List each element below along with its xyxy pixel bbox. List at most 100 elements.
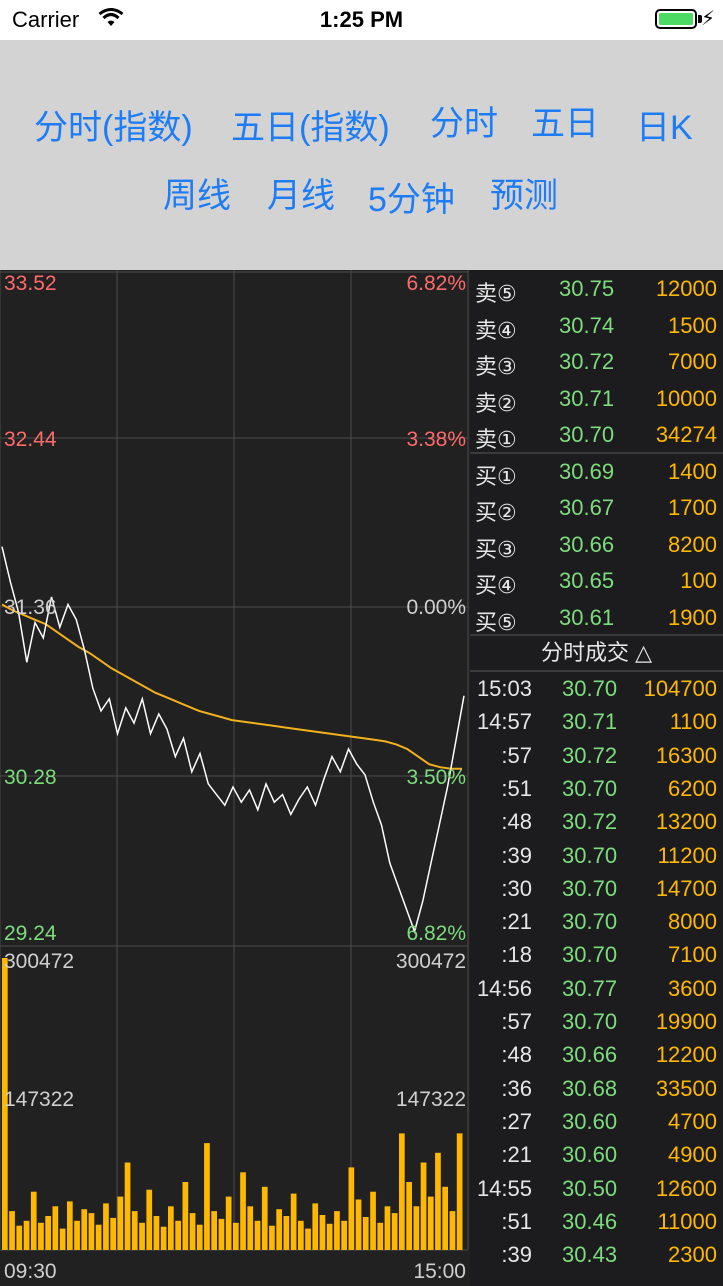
tab-timeshare-index[interactable]: 分时(指数) <box>34 109 193 147</box>
trade-price: 30.70 <box>562 875 618 901</box>
volume-bar <box>95 1224 102 1250</box>
trade-volume: 8000 <box>668 909 717 935</box>
trade-row[interactable]: :48 30.72 13200 <box>470 805 723 838</box>
volume-bar <box>153 1216 160 1250</box>
tab-timeshare[interactable]: 分时 <box>430 105 498 143</box>
buy-level-row[interactable]: 买④ 30.65 100 <box>470 564 723 600</box>
clock: 1:25 PM <box>319 7 404 32</box>
carrier-label: Carrier <box>12 7 80 32</box>
sell-level-row[interactable]: 卖⑤ 30.75 12000 <box>470 272 723 308</box>
trade-row[interactable]: :57 30.72 16300 <box>470 739 723 772</box>
trade-time: :30 <box>501 875 532 901</box>
trade-row[interactable]: :21 30.70 8000 <box>470 905 723 938</box>
trade-time: :48 <box>501 1042 532 1068</box>
volume-bar <box>45 1216 51 1250</box>
tab-five-day-index[interactable]: 五日(指数) <box>231 109 390 147</box>
trade-price: 30.71 <box>562 709 618 735</box>
buy-level-label: 买② <box>475 500 517 525</box>
volume-bar <box>9 1211 15 1250</box>
trade-price: 30.60 <box>562 1108 618 1134</box>
trade-row[interactable]: :39 30.43 2300 <box>470 1238 723 1271</box>
volume-bar <box>38 1222 44 1250</box>
volume-bar <box>103 1203 109 1250</box>
volume-bar <box>160 1226 167 1250</box>
trade-row[interactable]: 14:57 30.71 1100 <box>470 705 723 738</box>
volume-bar <box>254 1220 261 1250</box>
volume-bar <box>139 1222 145 1250</box>
buy-level-label: 买⑤ <box>475 609 517 635</box>
tab-monthly[interactable]: 月线 <box>267 177 335 215</box>
trade-row[interactable]: :51 30.46 11000 <box>470 1205 723 1238</box>
trade-row[interactable]: :30 30.70 14700 <box>470 872 723 905</box>
sell-level-price: 30.71 <box>559 385 615 411</box>
trade-row[interactable]: :18 30.70 7100 <box>470 938 723 971</box>
pct-label-lower: 3.50% <box>406 766 466 789</box>
trade-time: :51 <box>501 775 532 801</box>
volume-bar <box>391 1213 398 1250</box>
sell-level-label: 卖② <box>475 390 517 416</box>
buy-level-price: 30.66 <box>559 531 615 557</box>
sell-level-price: 30.72 <box>559 349 615 374</box>
trade-row[interactable]: :51 30.70 6200 <box>470 772 723 805</box>
tab-forecast[interactable]: 预测 <box>490 177 558 215</box>
pct-label-bottom: 6.82% <box>406 922 466 945</box>
volume-bar <box>305 1228 311 1250</box>
sell-level-volume: 12000 <box>655 276 717 301</box>
sell-level-label: 卖① <box>475 427 517 452</box>
trade-row[interactable]: :36 30.68 33500 <box>470 1072 723 1105</box>
trade-time: :57 <box>501 742 532 768</box>
volume-bar <box>319 1215 326 1250</box>
trades-divider <box>470 634 723 636</box>
volume-bar <box>204 1143 210 1250</box>
trade-time: 15:03 <box>476 676 532 701</box>
buy-level-row[interactable]: 买③ 30.66 8200 <box>470 528 723 564</box>
sell-level-row[interactable]: 卖① 30.70 34274 <box>470 418 723 454</box>
trade-row[interactable]: :21 30.60 4900 <box>470 1138 723 1171</box>
sell-level-row[interactable]: 卖④ 30.74 1500 <box>470 309 723 345</box>
buy-level-volume: 1400 <box>668 458 717 484</box>
buy-level-price: 30.67 <box>559 495 615 520</box>
trade-time: 14:55 <box>476 1175 532 1201</box>
orderbook-divider <box>470 452 723 454</box>
sell-level-row[interactable]: 卖③ 30.72 7000 <box>470 345 723 381</box>
sell-level-row[interactable]: 卖② 30.71 10000 <box>470 382 723 418</box>
trade-row[interactable]: :57 30.70 19900 <box>470 1005 723 1038</box>
volume-bar <box>427 1196 434 1250</box>
buy-level-row[interactable]: 买② 30.67 1700 <box>470 491 723 527</box>
trade-volume: 3600 <box>668 975 717 1001</box>
volume-bar <box>30 1191 37 1250</box>
trade-row[interactable]: 14:55 30.50 12600 <box>470 1172 723 1205</box>
trade-row[interactable]: 14:56 30.77 3600 <box>470 972 723 1005</box>
volume-bar <box>362 1217 369 1250</box>
trade-time: :39 <box>501 1242 532 1268</box>
tab-weekly[interactable]: 周线 <box>163 177 231 215</box>
trades-header[interactable]: 分时成交 △ <box>540 640 653 665</box>
volume-bar <box>355 1199 362 1250</box>
trade-volume: 33500 <box>655 1075 717 1101</box>
volume-bar <box>456 1133 463 1250</box>
buy-level-label: 买③ <box>475 536 517 562</box>
volume-bar <box>384 1206 391 1250</box>
trade-price: 30.46 <box>562 1208 618 1234</box>
volume-bar <box>74 1220 80 1250</box>
trade-row[interactable]: :39 30.70 11200 <box>470 839 723 872</box>
trade-price: 30.70 <box>562 942 618 968</box>
trade-row[interactable]: :27 30.60 4700 <box>470 1105 723 1138</box>
timeshare-chart[interactable]: 33.52 6.82% 32.44 3.38% 31.36 0.00% 30.2… <box>0 270 470 1286</box>
buy-level-row[interactable]: 买⑤ 30.61 1900 <box>470 601 723 637</box>
trade-time: :27 <box>501 1108 532 1134</box>
buy-level-volume: 100 <box>680 568 717 593</box>
volume-max-left: 300472 <box>4 950 75 973</box>
buy-level-row[interactable]: 买① 30.69 1400 <box>470 455 723 491</box>
trade-volume: 13200 <box>655 809 717 835</box>
tab-five-day[interactable]: 五日 <box>531 105 599 143</box>
trade-row[interactable]: 15:03 30.70 104700 <box>470 672 723 705</box>
trade-time: :51 <box>501 1208 532 1234</box>
volume-bar <box>290 1193 297 1250</box>
trade-row[interactable]: :48 30.66 12200 <box>470 1038 723 1071</box>
volume-bar <box>370 1191 376 1250</box>
volume-bar <box>435 1152 441 1250</box>
volume-bar <box>23 1220 30 1250</box>
tab-5-minute[interactable]: 5分钟 <box>368 181 455 219</box>
tab-daily-k[interactable]: 日K <box>636 109 693 147</box>
